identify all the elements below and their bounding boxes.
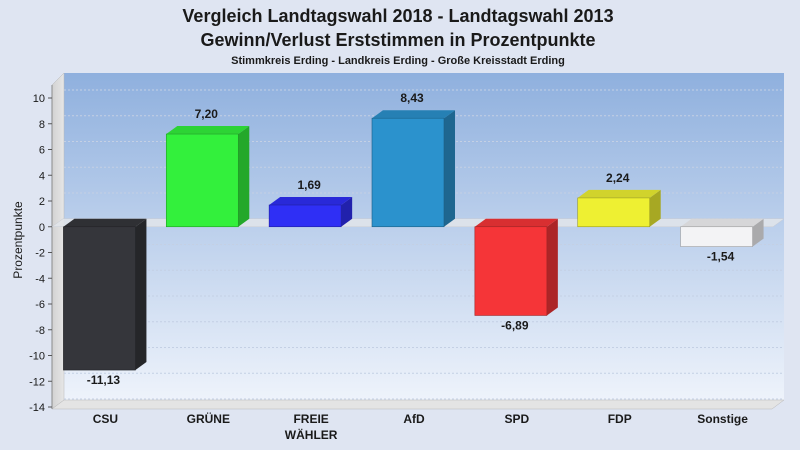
chart-title-line2: Gewinn/Verlust Erststimmen in Prozentpun… xyxy=(200,30,595,50)
bar-side xyxy=(135,218,147,371)
bar xyxy=(268,196,353,228)
bar-top xyxy=(372,110,455,119)
bar-front xyxy=(371,117,445,228)
y-axis-label: Prozentpunkte xyxy=(11,201,25,279)
y-tick-label: 2 xyxy=(39,196,45,208)
x-tick-label: CSU xyxy=(93,412,118,426)
bar-top xyxy=(269,196,353,205)
bar xyxy=(165,126,250,228)
bar-front xyxy=(577,197,651,228)
bar-side xyxy=(238,126,250,227)
bar xyxy=(371,110,455,228)
x-tick-label: SPD xyxy=(505,412,530,426)
bar-front xyxy=(474,226,548,316)
x-tick-label: FDP xyxy=(608,412,632,426)
data-label: 7,20 xyxy=(195,107,219,121)
y-tick-label: 10 xyxy=(33,93,45,105)
data-label: 1,69 xyxy=(297,178,321,192)
y-tick-label: 4 xyxy=(39,170,45,182)
y-axis-ticks: 10 8 6 4 2 0 -2 -4 -6 -8 -10 -12 -14 xyxy=(29,93,52,414)
bar-top xyxy=(680,218,764,227)
data-label: -6,89 xyxy=(501,318,529,332)
bar-top xyxy=(63,218,147,227)
y-tick-label: -8 xyxy=(35,325,45,337)
y-tick-label: -10 xyxy=(29,351,45,363)
bar-side xyxy=(546,218,558,316)
x-tick-label-line2: WÄHLER xyxy=(285,427,338,442)
bars xyxy=(63,110,764,371)
data-label: -11,13 xyxy=(87,373,121,387)
bar xyxy=(577,189,661,228)
data-label: 8,43 xyxy=(400,91,424,105)
x-tick-label: Sonstige xyxy=(697,412,748,426)
bar-front xyxy=(63,226,136,371)
bar xyxy=(474,218,558,316)
bar-front xyxy=(165,133,239,228)
y-tick-label: 6 xyxy=(39,145,45,157)
bar-side xyxy=(649,189,661,227)
x-tick-label: FREIE xyxy=(293,412,328,426)
bar xyxy=(63,218,147,371)
y-tick-label: -12 xyxy=(29,376,45,388)
y-tick-label: 8 xyxy=(39,119,45,131)
x-tick-label: GRÜNE xyxy=(187,411,230,426)
x-tick-label: AfD xyxy=(403,412,425,426)
y-tick-label: -6 xyxy=(35,299,45,311)
chart-title: Vergleich Landtagswahl 2018 - Landtagswa… xyxy=(182,6,613,26)
data-label: 2,24 xyxy=(606,171,630,185)
bar-side xyxy=(341,196,353,227)
floor xyxy=(51,399,785,410)
y-tick-label: -2 xyxy=(35,248,45,260)
bar-side xyxy=(444,110,455,227)
bar-front xyxy=(680,226,753,247)
bar xyxy=(680,218,764,247)
data-label: -1,54 xyxy=(707,250,735,264)
bar-top xyxy=(577,189,661,198)
y-tick-label: -4 xyxy=(35,273,45,285)
side-wall xyxy=(51,72,65,410)
y-tick-label: 0 xyxy=(39,222,45,234)
chart-subtitle: Stimmkreis Erding - Landkreis Erding - G… xyxy=(231,55,565,67)
data-labels: -11,13 7,20 1,69 8,43 -6,89 2,24 -1,54 xyxy=(87,91,735,387)
y-tick-label: -14 xyxy=(29,402,45,414)
bar-side xyxy=(752,218,764,247)
bar-front xyxy=(268,204,342,228)
bar-top xyxy=(474,218,558,227)
bar-top xyxy=(166,126,250,135)
